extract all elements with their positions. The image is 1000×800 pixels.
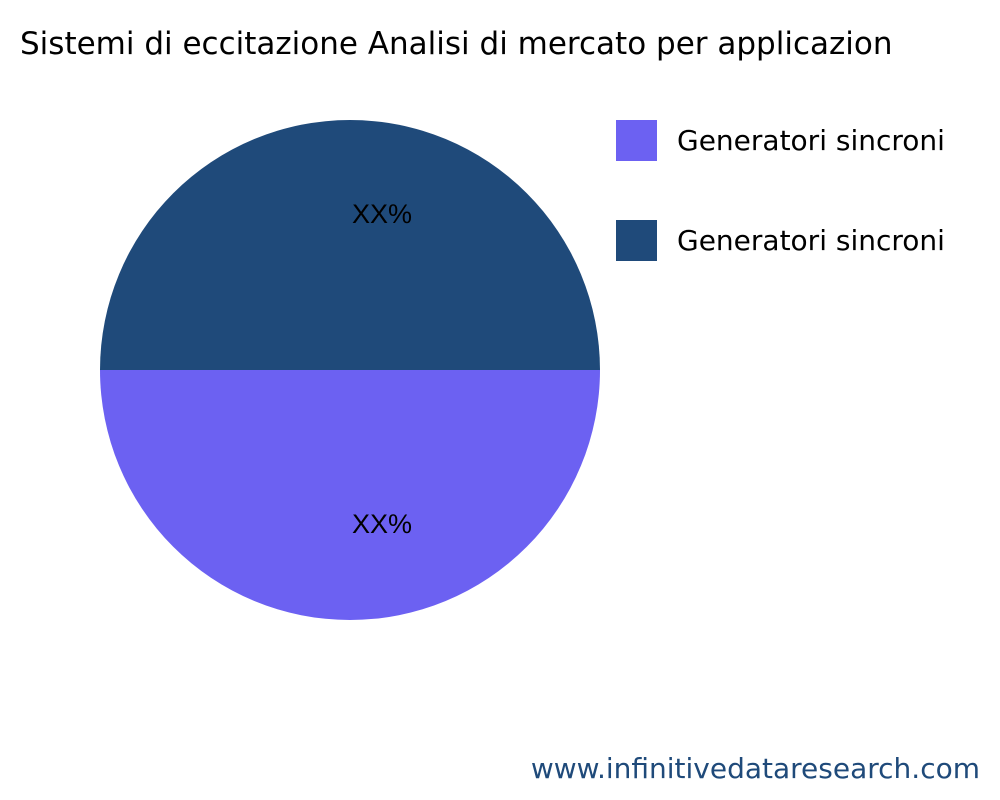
watermark: www.infinitivedataresearch.com [530,752,980,785]
legend-label: Generatori sincroni [677,124,945,157]
pie-slice-0[interactable] [100,370,600,620]
chart-title: Sistemi di eccitazione Analisi di mercat… [20,26,893,62]
legend-item-0[interactable]: Generatori sincroni [616,120,945,161]
legend-item-1[interactable]: Generatori sincroni [616,220,945,261]
slice-label-1: XX% [352,199,412,229]
legend-label: Generatori sincroni [677,224,945,257]
legend-swatch [616,120,657,161]
legend-swatch [616,220,657,261]
pie-slice-1[interactable] [100,120,600,370]
slice-label-0: XX% [352,509,412,539]
